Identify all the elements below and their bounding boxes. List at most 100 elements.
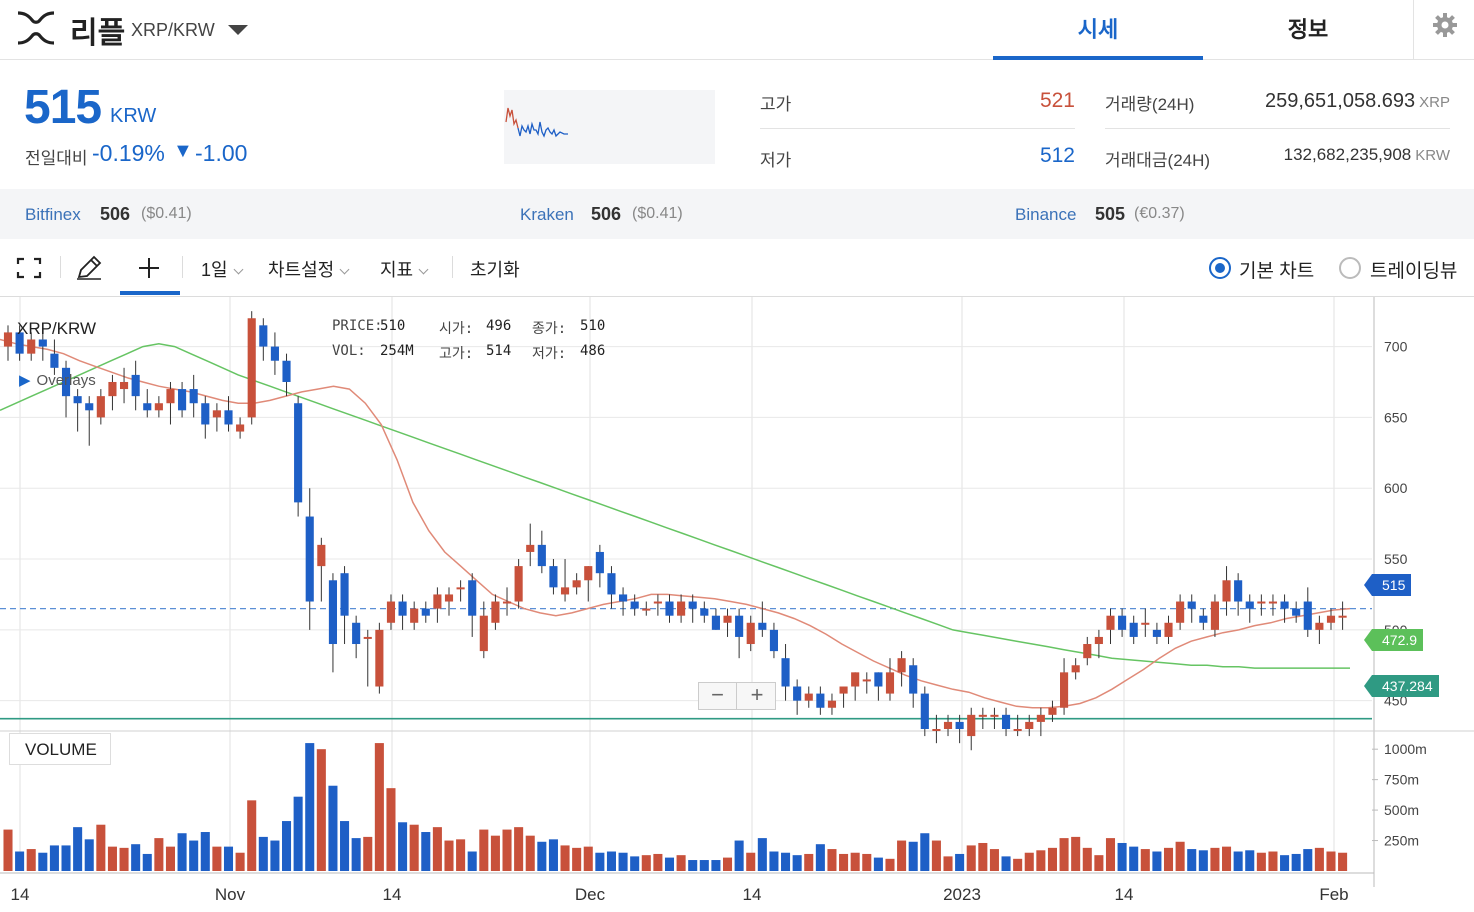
interval-dropdown[interactable]: 1일 (201, 256, 244, 282)
candle-body (1210, 601, 1219, 630)
volume-bar (1140, 849, 1150, 871)
volume-bar (815, 844, 825, 871)
candle-body (1164, 622, 1173, 637)
volume-bar (467, 851, 477, 871)
reset-button[interactable]: 초기화 (470, 260, 520, 280)
exchange-bitfinex[interactable]: Bitfinex (25, 205, 81, 224)
sparkline-up (505, 107, 519, 129)
line-price-tag: 437.284 (1372, 675, 1439, 697)
indicators-dropdown[interactable]: 지표 (380, 256, 429, 282)
zoom-out-button[interactable]: − (699, 683, 737, 709)
candle-body (178, 389, 187, 411)
legend-open-val: 496 (486, 318, 512, 334)
radio-basic-chart[interactable] (1209, 257, 1231, 279)
candle-body (201, 403, 210, 425)
legend-close-key: 종가: (532, 321, 567, 337)
tab-quote[interactable]: 시세 (1077, 17, 1119, 42)
volume-bar (1303, 849, 1313, 871)
chart-settings-dropdown[interactable]: 차트설정 (268, 256, 350, 282)
exchange-price: 506 (100, 204, 131, 224)
volume-unit: XRP (1419, 94, 1450, 111)
volume-bar (595, 852, 605, 871)
volume-bar (688, 860, 698, 871)
gear-icon[interactable] (1432, 12, 1458, 38)
chart-settings-label: 차트설정 (268, 260, 335, 280)
high-label: 고가 (760, 95, 792, 114)
volume-bar (409, 824, 419, 871)
volume-bar (908, 841, 918, 871)
zoom-control: − + (698, 682, 776, 710)
radio-tradingview-label[interactable]: 트레이딩뷰 (1370, 261, 1458, 282)
volume-bar (1338, 852, 1348, 871)
tab-info[interactable]: 정보 (1287, 17, 1329, 42)
candle-body (584, 566, 593, 581)
candle-body (143, 403, 152, 411)
pencil-icon[interactable] (75, 255, 103, 281)
volume-bar (107, 846, 117, 871)
fullscreen-icon[interactable] (16, 257, 42, 279)
legend-price-val: 510 (380, 318, 406, 334)
volume-bar (328, 785, 338, 871)
volume-bar (363, 836, 373, 871)
volume-bar (862, 853, 872, 871)
moving-average-long (0, 342, 1350, 669)
candle-body (758, 622, 767, 630)
volume-bar (490, 835, 500, 871)
candle-body (386, 601, 396, 623)
candle-body (212, 410, 221, 418)
volume-bar (1094, 855, 1104, 871)
exchange-kraken[interactable]: Kraken (520, 205, 574, 224)
volume-bar (154, 838, 164, 871)
candle-body (804, 693, 813, 701)
volume-bar (1152, 851, 1162, 871)
candle-body (236, 424, 245, 432)
candle-body (642, 608, 651, 611)
candle-body (514, 566, 523, 602)
radio-basic-label[interactable]: 기본 차트 (1239, 261, 1315, 282)
legend-low-key: 저가: (532, 346, 567, 362)
volume-bar (270, 840, 280, 871)
volume-value-wrap: 259,651,058.693 XRP (1180, 90, 1450, 113)
legend-high-val: 514 (486, 343, 512, 359)
candle-body (1152, 629, 1161, 637)
volume-bar (839, 853, 849, 871)
candle-body (1083, 644, 1092, 659)
price-chart[interactable]: 7006506005505004501000m750m500m250m14Nov… (0, 297, 1474, 912)
candle-body (1013, 729, 1022, 731)
crosshair-icon[interactable] (137, 256, 161, 280)
candle-body (1280, 601, 1289, 609)
volume-bar (537, 841, 547, 871)
overlays-label: Overlays (36, 372, 96, 389)
volume-bar (1105, 838, 1116, 871)
candle-body (85, 403, 94, 411)
volume-bar (641, 855, 651, 871)
sparkline-svg (505, 107, 568, 138)
overlays-toggle[interactable]: ▶ Overlays (19, 371, 96, 389)
divider (760, 128, 1075, 129)
volume-bar (630, 856, 640, 871)
volume-bar (96, 824, 106, 871)
x-tick-label: Nov (215, 885, 246, 904)
volume-bar (38, 852, 48, 871)
exchange-binance[interactable]: Binance (1015, 205, 1077, 224)
volume-bar (386, 788, 396, 871)
y-tick-label: 600 (1384, 480, 1408, 496)
candle-body (851, 672, 860, 687)
zoom-in-button[interactable]: + (750, 682, 764, 707)
amount-label: 거래대금(24H) (1105, 151, 1211, 170)
radio-tradingview[interactable] (1339, 257, 1361, 279)
volume-bar (676, 855, 686, 871)
candle-body (154, 403, 163, 411)
coin-select-chevron-down-icon[interactable] (228, 25, 248, 35)
candle-body (456, 587, 465, 590)
candle-body (920, 693, 929, 729)
volume-bar (444, 840, 454, 871)
legend-vol-val: 254M (380, 343, 414, 359)
candle-body (328, 580, 338, 645)
volume-bar (351, 838, 361, 871)
price-unit: KRW (110, 105, 157, 127)
price-tag-pointer (1364, 675, 1372, 697)
volume-pane-label: VOLUME (9, 733, 111, 765)
candle-body (131, 374, 140, 397)
volume-bar (1163, 847, 1174, 871)
